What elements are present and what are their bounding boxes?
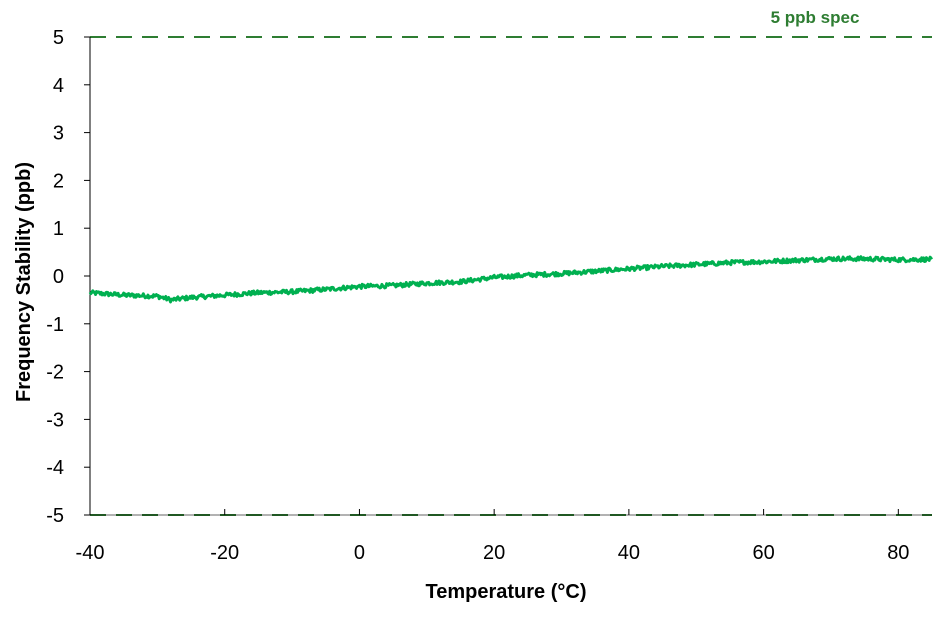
x-tick-labels: -40 -20 0 20 40 60 80 (76, 542, 910, 564)
y-tick-label: 2 (53, 170, 64, 192)
series-layer (88, 255, 934, 304)
y-tick-labels: 5 4 3 2 1 0 -1 -2 -3 -4 -5 (46, 27, 64, 527)
y-tick-label: -1 (46, 314, 64, 336)
x-axis-title: Temperature (°C) (426, 581, 587, 603)
y-tick-label: -2 (46, 362, 64, 384)
tick-marks (84, 36, 899, 516)
y-tick-label: -3 (46, 409, 64, 431)
y-tick-label: 5 (53, 27, 64, 49)
y-axis-title: Frequency Stability (ppb) (13, 162, 35, 402)
spec-annotation: 5 ppb spec (771, 8, 860, 27)
y-tick-label: -5 (46, 505, 64, 527)
y-tick-label: 3 (53, 123, 64, 145)
x-tick-label: 0 (354, 542, 365, 564)
x-tick-label: 20 (483, 542, 505, 564)
x-tick-label: 40 (618, 542, 640, 564)
y-tick-label: 0 (53, 266, 64, 288)
x-tick-label: -40 (76, 542, 105, 564)
series-line (88, 255, 934, 304)
x-tick-label: 60 (752, 542, 774, 564)
y-tick-label: -4 (46, 457, 64, 479)
y-tick-label: 4 (53, 75, 64, 97)
y-tick-label: 1 (53, 218, 64, 240)
x-tick-label: -20 (210, 542, 239, 564)
x-tick-label: 80 (887, 542, 909, 564)
